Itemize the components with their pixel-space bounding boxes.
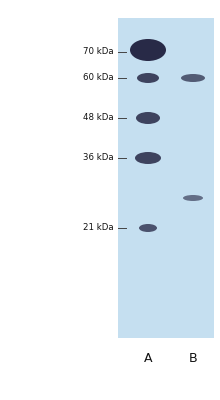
Text: A: A (144, 352, 152, 364)
Ellipse shape (181, 74, 205, 82)
Text: 70 kDa: 70 kDa (83, 48, 114, 56)
Ellipse shape (136, 112, 160, 124)
Bar (118, 18, 214, 338)
Text: 36 kDa: 36 kDa (83, 154, 114, 162)
Ellipse shape (183, 195, 203, 201)
Text: 60 kDa: 60 kDa (83, 74, 114, 82)
Text: 48 kDa: 48 kDa (83, 114, 114, 122)
Ellipse shape (139, 224, 157, 232)
Text: 21 kDa: 21 kDa (83, 224, 114, 232)
Ellipse shape (137, 73, 159, 83)
Ellipse shape (135, 152, 161, 164)
Ellipse shape (130, 39, 166, 61)
Text: B: B (189, 352, 197, 364)
